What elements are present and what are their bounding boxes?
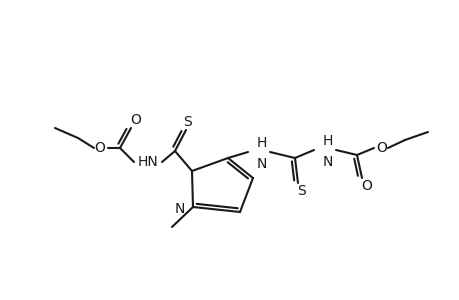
Text: O: O (130, 113, 141, 127)
Text: O: O (361, 179, 372, 193)
Text: HN: HN (137, 155, 158, 169)
Text: S: S (183, 115, 192, 129)
Text: O: O (376, 141, 386, 155)
Text: H: H (322, 134, 332, 148)
Text: S: S (297, 184, 306, 198)
Text: N: N (322, 155, 332, 169)
Text: O: O (95, 141, 105, 155)
Text: N: N (174, 202, 185, 216)
Text: H: H (256, 136, 267, 150)
Text: N: N (256, 157, 267, 171)
